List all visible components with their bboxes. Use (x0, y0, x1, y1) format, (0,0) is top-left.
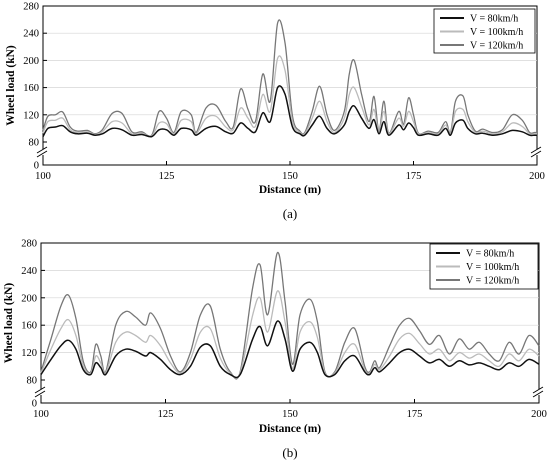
axis-break-gap (38, 149, 48, 155)
legend-label: V = 80km/h (466, 249, 514, 260)
y-tick-label: 160 (21, 321, 37, 332)
series-line-2 (42, 55, 537, 137)
x-tick-label: 125 (159, 171, 175, 182)
y-tick-label: 120 (23, 110, 39, 121)
y-tick-label: 280 (23, 2, 39, 13)
y-tick-label: 240 (23, 29, 39, 40)
axis-break-mark (530, 150, 542, 158)
axis-break-gap (532, 149, 542, 155)
x-tick-label: 100 (35, 171, 51, 182)
axis-break-mark (36, 150, 48, 158)
legend: V = 80km/h V = 100km/h V = 120km/h (429, 243, 539, 290)
y-tick-label: 80 (27, 376, 38, 387)
chart-panel-2: 0 80 120 160 200 240 280 100 125 150 175 200 V = 80k… (3, 239, 547, 461)
legend-label: V = 120km/h (470, 41, 523, 52)
x-axis-label: Distance (m) (259, 423, 321, 435)
y-tick-label: 80 (29, 138, 40, 149)
y-tick-label: 280 (21, 239, 37, 250)
axis-break-mark (530, 146, 542, 154)
legend-label: V = 100km/h (466, 262, 519, 273)
y-tick-label: 160 (23, 83, 39, 94)
legend-label: V = 120km/h (466, 276, 519, 287)
y-tick-label: 200 (21, 293, 37, 304)
x-tick-label: 150 (282, 409, 298, 420)
y-tick-label: 0 (32, 399, 37, 410)
y-axis-label: Wheel load (kN) (3, 283, 15, 364)
axis-break-mark (532, 390, 544, 398)
x-tick-label: 200 (529, 171, 545, 182)
x-tick-label: 175 (406, 171, 422, 182)
series-line-2 (40, 290, 540, 379)
x-tick-label: 175 (407, 409, 423, 420)
series-line-1 (42, 85, 537, 138)
y-axis-label: Wheel load (kN) (5, 45, 17, 126)
series-line-3 (42, 19, 537, 137)
y-tick-label: 0 (34, 161, 39, 172)
y-tick-label: 240 (21, 266, 37, 277)
axis-break-mark (36, 146, 48, 154)
axis-break-mark (34, 386, 46, 394)
series-line-3 (40, 251, 540, 380)
axis-break-gap (36, 389, 46, 395)
x-tick-label: 125 (158, 409, 174, 420)
axis-break-mark (34, 390, 46, 398)
axis-break-mark (532, 386, 544, 394)
legend: V = 80km/h V = 100km/h V = 120km/h (433, 8, 536, 54)
legend-label: V = 100km/h (470, 27, 523, 38)
x-tick-label: 100 (33, 409, 49, 420)
x-axis-label: Distance (m) (259, 184, 321, 196)
x-tick-label: 200 (531, 409, 547, 420)
chart-panel-1: 0 80 120 160 200 240 280 100 125 150 175 200 V = 80k… (5, 2, 545, 222)
panel-caption: (b) (282, 445, 297, 460)
y-tick-label: 200 (23, 56, 39, 67)
series-line-1 (40, 320, 540, 379)
y-tick-label: 120 (21, 348, 37, 359)
axis-break-gap (534, 389, 544, 395)
panel-caption: (a) (283, 206, 297, 221)
x-tick-label: 150 (282, 171, 298, 182)
legend-label: V = 80km/h (470, 14, 518, 25)
